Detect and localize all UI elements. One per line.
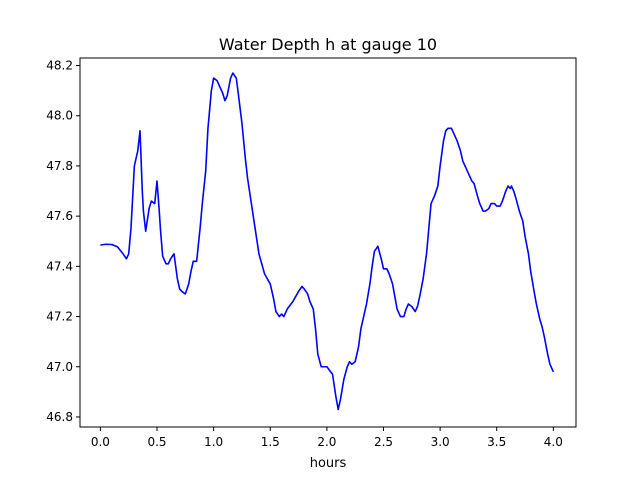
- y-axis: 46.8 47.0 47.2 47.4 47.6 47.8 48.0 48.2: [46, 59, 80, 424]
- y-tick-label: 47.6: [46, 209, 73, 223]
- x-tick-label: 2.5: [374, 435, 393, 449]
- y-tick-label: 46.8: [46, 410, 73, 424]
- x-tick-label: 1.0: [204, 435, 223, 449]
- series-layer: [100, 72, 555, 411]
- y-tick-label: 47.2: [46, 310, 73, 324]
- x-tick-label: 0.0: [91, 435, 110, 449]
- series-line-0: [100, 72, 555, 411]
- y-tick-label: 47.4: [46, 259, 73, 273]
- y-tick-label: 47.0: [46, 360, 73, 374]
- x-tick-label: 4.0: [544, 435, 563, 449]
- x-tick-label: 3.0: [431, 435, 450, 449]
- chart-title: Water Depth h at gauge 10: [219, 35, 437, 54]
- x-tick-label: 1.5: [261, 435, 280, 449]
- x-tick-label: 0.5: [147, 435, 166, 449]
- x-tick-label: 2.0: [317, 435, 336, 449]
- x-axis-label: hours: [310, 456, 347, 471]
- y-tick-label: 47.8: [46, 159, 73, 173]
- x-axis: 0.0 0.5 1.0 1.5 2.0 2.5 3.0 3.5 4.0: [91, 427, 563, 449]
- y-tick-label: 48.2: [46, 59, 73, 73]
- x-tick-label: 3.5: [487, 435, 506, 449]
- y-tick-label: 48.0: [46, 109, 73, 123]
- axes-frame: [79, 57, 577, 428]
